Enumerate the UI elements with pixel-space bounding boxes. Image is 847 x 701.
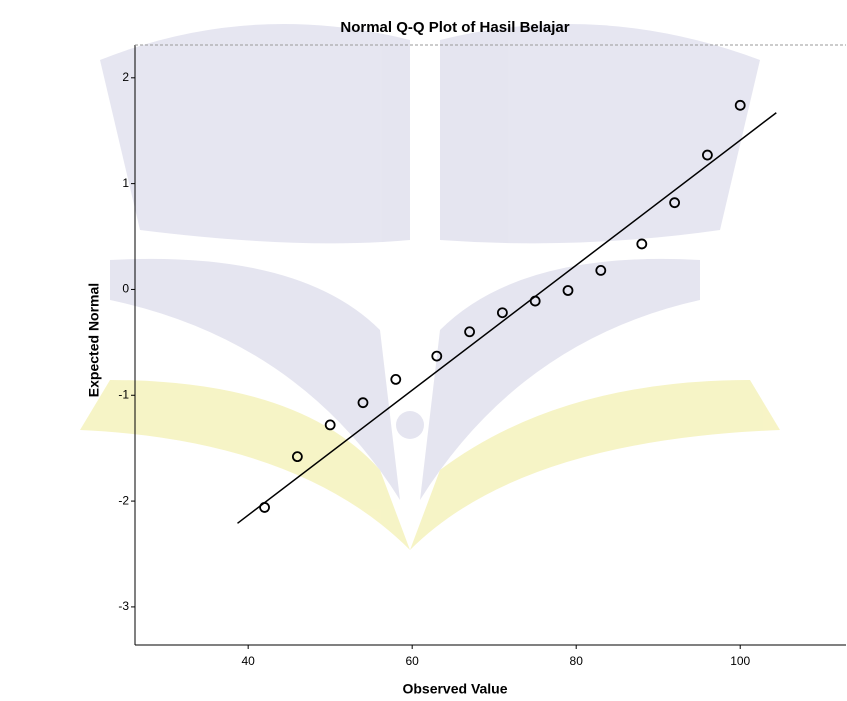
x-tick-label: 60	[406, 654, 420, 668]
x-tick-label: 80	[570, 654, 584, 668]
y-tick-label: 0	[122, 282, 129, 296]
point	[260, 503, 269, 512]
watermark-shape	[396, 411, 424, 439]
point	[326, 420, 335, 429]
y-tick-label: -2	[118, 493, 129, 507]
x-tick-label: 40	[241, 654, 255, 668]
x-tick-label: 100	[730, 654, 750, 668]
y-tick-label: 2	[122, 70, 129, 84]
y-axis-label: Expected Normal	[86, 283, 102, 397]
x-axis-label: Observed Value	[402, 681, 507, 697]
chart-title: Normal Q-Q Plot of Hasil Belajar	[340, 19, 569, 36]
watermark-shape	[440, 24, 760, 243]
chart: Normal Q-Q Plot of Hasil Belajar Observe…	[0, 0, 847, 701]
watermark	[80, 24, 780, 550]
point	[637, 239, 646, 248]
y-tick-label: 1	[122, 176, 129, 190]
watermark-shape	[100, 24, 410, 243]
y-tick-label: -3	[118, 599, 129, 613]
y-tick-label: -1	[118, 387, 129, 401]
point	[391, 375, 400, 384]
